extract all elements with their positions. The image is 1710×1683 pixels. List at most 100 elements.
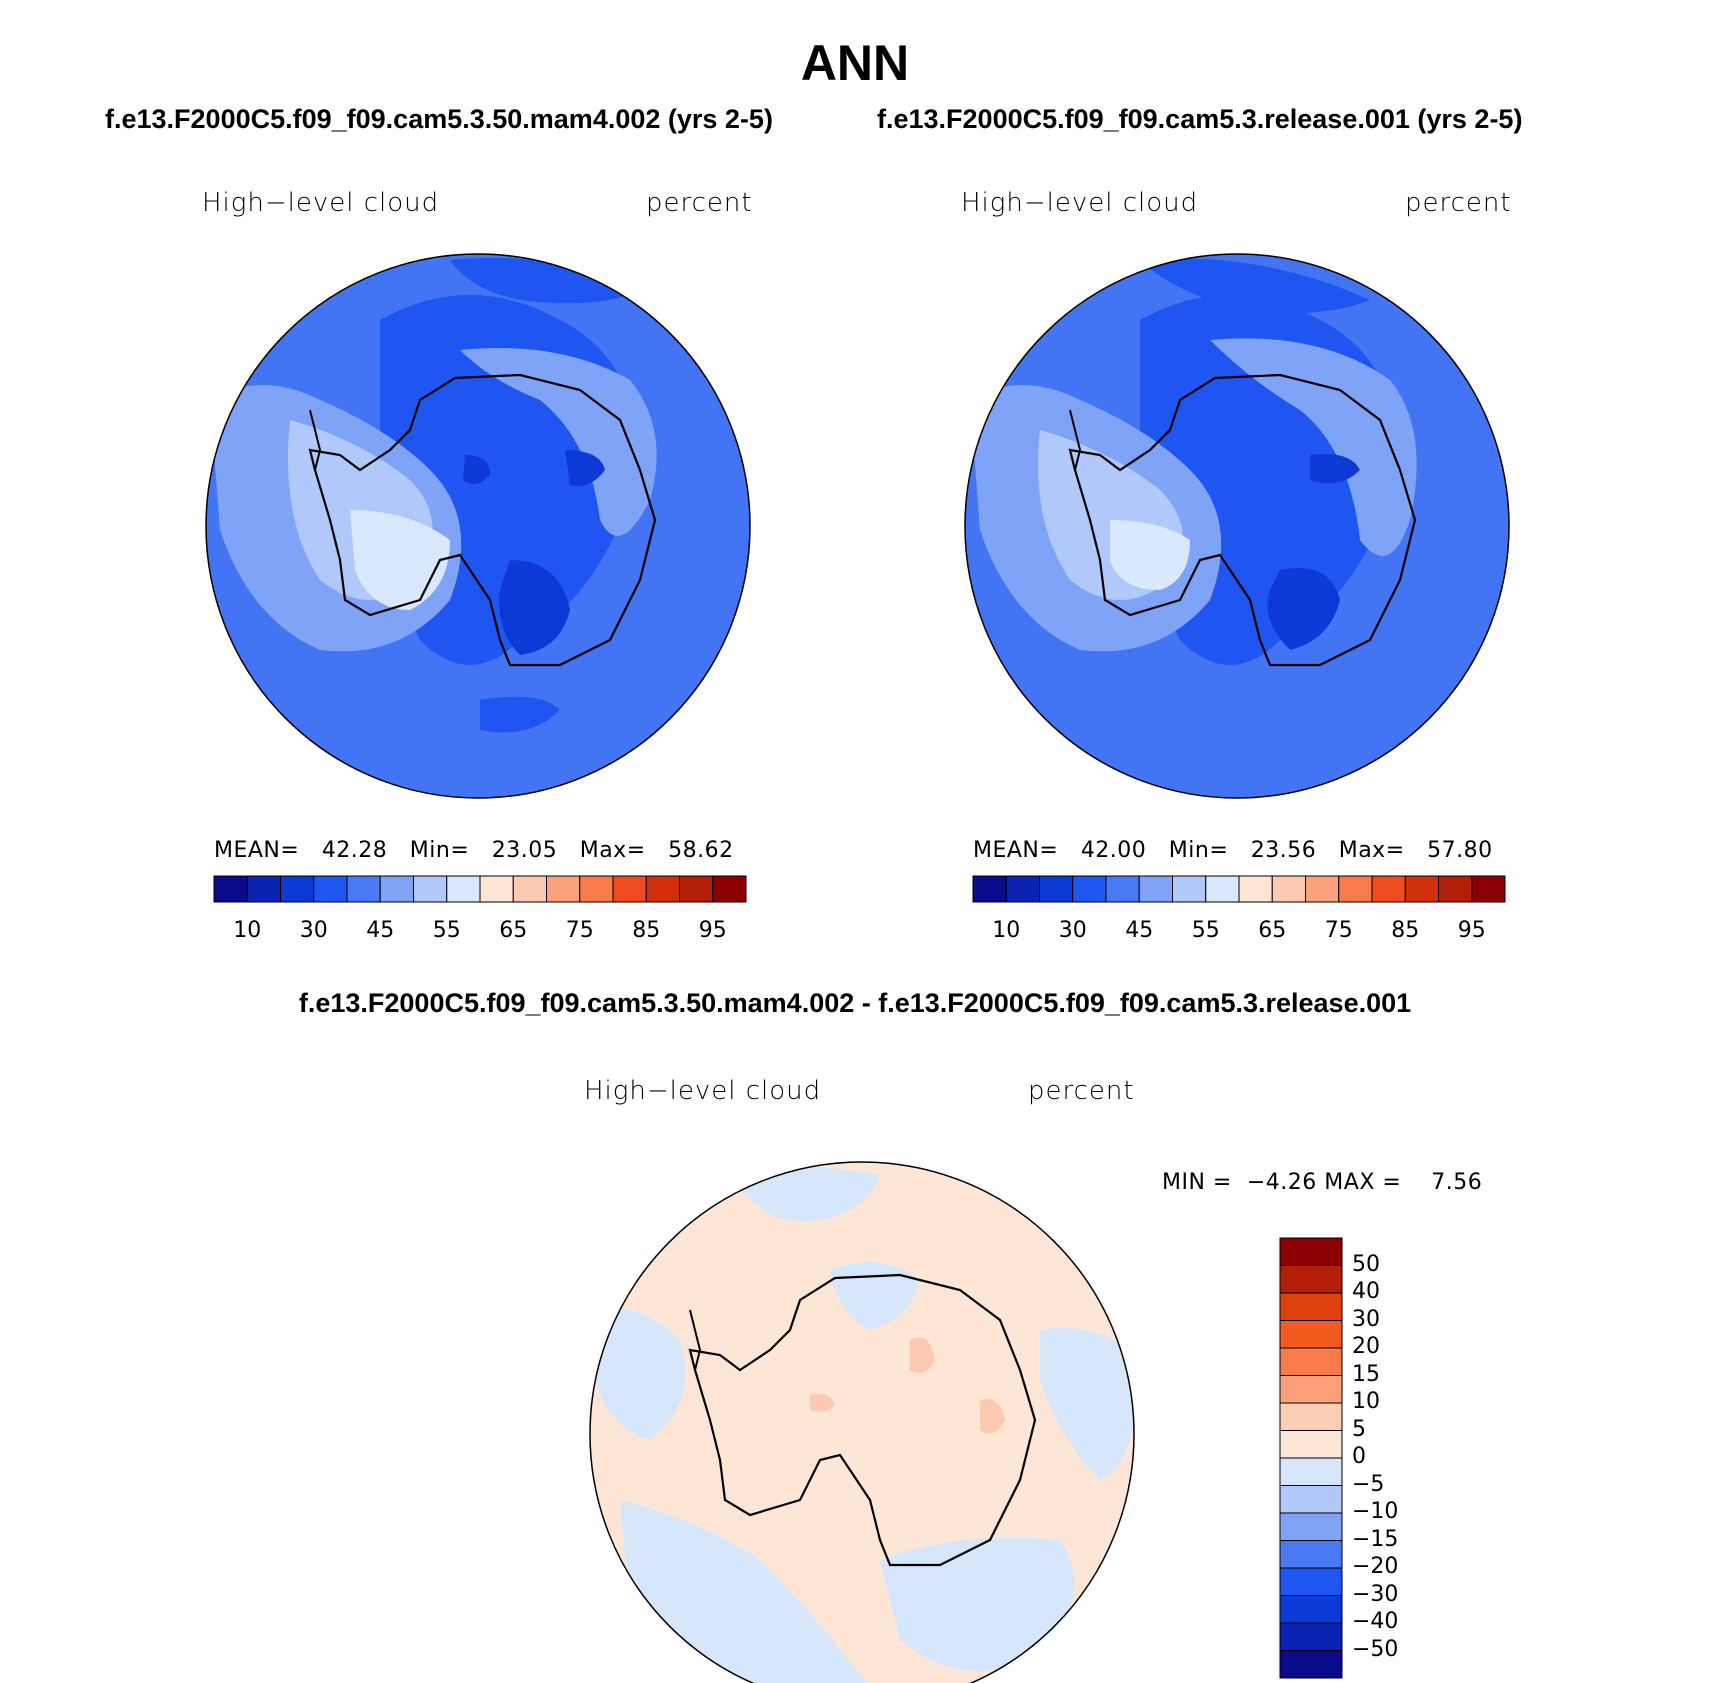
panel2-darkest-region-a — [1267, 568, 1340, 650]
panel1-dark-patch-top — [450, 258, 640, 304]
colorbar-tick-label: 55 — [1191, 918, 1220, 943]
panel2-band3-region — [1110, 520, 1190, 590]
panel1-darkest-region-a — [499, 560, 570, 655]
panel2-min-value: 23.56 — [1250, 838, 1317, 863]
diff-positive-patch-c — [810, 1393, 835, 1412]
panel1-dark-patch — [480, 696, 560, 733]
diff-negative-patch-right — [1040, 1328, 1134, 1480]
panel1-units: percent — [646, 188, 753, 218]
colorbar-swatch — [1105, 875, 1140, 903]
colorbar-tick-label: −50 — [1352, 1636, 1399, 1662]
colorbar-swatch — [479, 875, 514, 903]
diff-positive-patch-a — [910, 1337, 935, 1374]
colorbar-swatch — [1138, 875, 1173, 903]
colorbar-tick-label: 65 — [499, 918, 528, 943]
colorbar-swatch — [579, 875, 614, 903]
colorbar-swatch — [645, 875, 680, 903]
diff-negative-patch-top — [730, 1166, 880, 1222]
colorbar-swatch — [1279, 1457, 1343, 1486]
panel2-max-value: 57.80 — [1427, 838, 1493, 863]
colorbar-swatch — [1279, 1595, 1343, 1624]
colorbar-swatch — [280, 875, 315, 903]
diff-min-value: −4.26 — [1246, 1170, 1317, 1195]
panel2-mean-value: 42.00 — [1080, 838, 1147, 863]
diff-stats: MIN = −4.26 MAX = 7.56 — [1162, 1170, 1482, 1195]
diff-colorbar — [1279, 1237, 1343, 1679]
colorbar-swatch — [1279, 1292, 1343, 1321]
colorbar-swatch — [546, 875, 581, 903]
colorbar-swatch — [1279, 1347, 1343, 1376]
colorbar-swatch — [246, 875, 281, 903]
colorbar-tick-label: 75 — [565, 918, 594, 943]
colorbar-swatch — [1279, 1375, 1343, 1404]
panel1-max-label: Max= — [579, 838, 646, 863]
panel2-antarctica-coastline — [1068, 373, 1417, 667]
colorbar-swatch — [712, 875, 747, 903]
colorbar-tick-label: 55 — [432, 918, 461, 943]
colorbar-tick-label: 10 — [233, 918, 262, 943]
colorbar-tick-label: 75 — [1324, 918, 1353, 943]
colorbar-swatch — [1279, 1265, 1343, 1294]
diff-peninsula-line — [689, 1309, 702, 1371]
colorbar-tick-label: −20 — [1352, 1554, 1399, 1579]
colorbar-swatch — [1072, 875, 1107, 903]
main-title: ANN — [800, 35, 910, 91]
panel2-colorbar — [972, 875, 1506, 903]
colorbar-tick-label: −5 — [1352, 1471, 1385, 1497]
colorbar-tick-label: −40 — [1352, 1609, 1399, 1634]
panel2-peninsula-line — [1069, 409, 1082, 471]
panel1-darkest-region-b — [565, 450, 605, 486]
panel2-map-border — [964, 253, 1510, 799]
colorbar-tick-label: 85 — [1391, 918, 1420, 943]
colorbar-swatch — [1338, 875, 1373, 903]
panel1-band1-ring — [460, 348, 657, 536]
panel2-contours — [965, 254, 1509, 798]
colorbar-tick-label: 10 — [992, 918, 1021, 943]
case1-title: f.e13.F2000C5.f09_f09.cam5.3.50.mam4.002… — [105, 104, 773, 134]
colorbar-tick-label: 30 — [1352, 1306, 1380, 1332]
colorbar-swatch — [1205, 875, 1240, 903]
colorbar-swatch — [512, 875, 547, 903]
colorbar-swatch — [1471, 875, 1506, 903]
colorbar-tick-label: 45 — [366, 918, 395, 943]
colorbar-swatch — [1279, 1402, 1343, 1431]
colorbar-tick-label: −30 — [1352, 1581, 1399, 1607]
panel1-stats: MEAN= 42.28 Min= 23.05 Max= 58.62 — [214, 838, 734, 863]
diff-positive-patch-b — [980, 1399, 1005, 1434]
colorbar-tick-label: 30 — [1058, 918, 1087, 943]
colorbar-swatch — [1279, 1237, 1343, 1266]
diff-negative-patch-center — [830, 1262, 920, 1330]
panel1-colorbar — [213, 875, 747, 903]
colorbar-swatch — [1279, 1485, 1343, 1514]
colorbar-swatch — [346, 875, 381, 903]
colorbar-tick-label: 65 — [1258, 918, 1287, 943]
panel2-dark-patch-top — [1140, 258, 1370, 314]
diff-min-label: MIN = — [1162, 1170, 1232, 1195]
case2-title: f.e13.F2000C5.f09_f09.cam5.3.release.001… — [877, 104, 1523, 134]
diff-negative-patch-bottom-right — [880, 1537, 1075, 1672]
panel1-darkest-region-c — [463, 455, 490, 484]
colorbar-swatch — [612, 875, 647, 903]
colorbar-swatch — [1238, 875, 1273, 903]
diff-max-value: 7.56 — [1431, 1170, 1483, 1195]
colorbar-swatch — [1305, 875, 1340, 903]
panel1-peninsula-line — [309, 409, 322, 471]
panel1-antarctica-coastline — [308, 373, 657, 667]
colorbar-swatch — [1371, 875, 1406, 903]
colorbar-tick-label: 5 — [1352, 1416, 1366, 1442]
panel1-max-value: 58.62 — [668, 838, 734, 863]
colorbar-swatch — [313, 875, 348, 903]
colorbar-tick-label: 95 — [1457, 918, 1486, 943]
panel1-contours — [206, 254, 750, 798]
colorbar-tick-label: −15 — [1352, 1526, 1399, 1552]
diff-max-label: MAX = — [1324, 1170, 1402, 1195]
colorbar-swatch — [1404, 875, 1439, 903]
colorbar-swatch — [1279, 1430, 1343, 1459]
colorbar-tick-label: 20 — [1352, 1334, 1380, 1359]
colorbar-tick-label: 50 — [1352, 1251, 1380, 1277]
colorbar-tick-label: 85 — [632, 918, 661, 943]
panel2-max-label: Max= — [1338, 838, 1405, 863]
panel2-band1-ring — [1210, 338, 1417, 556]
diff-variable: High−level cloud — [584, 1076, 822, 1106]
